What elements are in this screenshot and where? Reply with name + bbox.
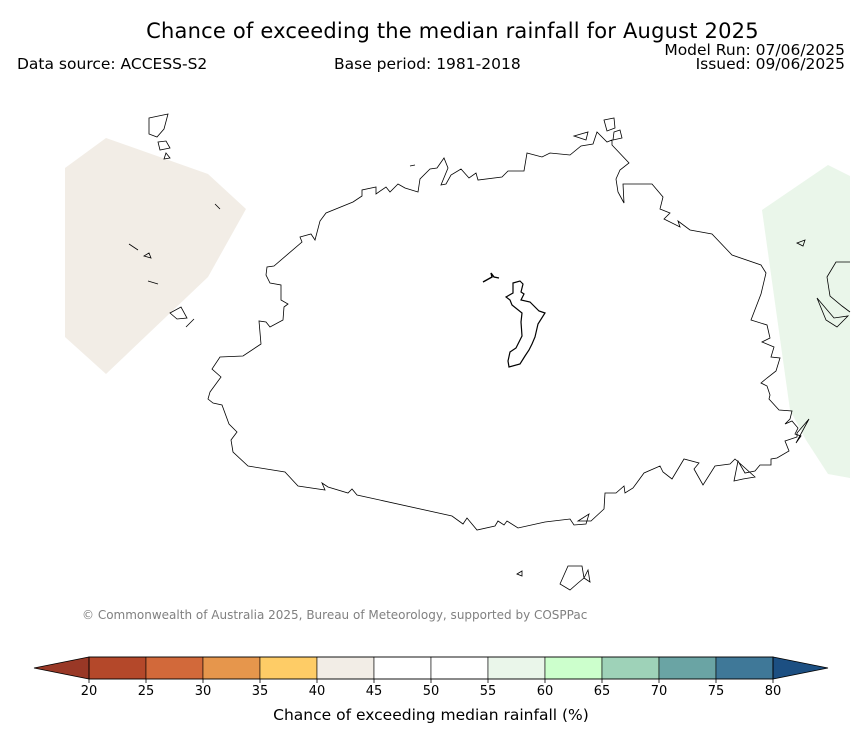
colorbar-bin-70-75 <box>658 656 717 680</box>
colorbar-tick-label: 70 <box>651 684 668 699</box>
eastern-region <box>762 165 850 478</box>
colorbar-tick-label: 65 <box>594 684 611 699</box>
map-title: Chance of exceeding the median rainfall … <box>146 19 759 43</box>
colorbar-tick-label: 35 <box>252 684 269 699</box>
colorbar-tick-label: 25 <box>138 684 155 699</box>
island-e-2 <box>826 261 851 313</box>
colorbar-tick-label: 80 <box>765 684 782 699</box>
colorbar-bin-35-40 <box>259 656 318 680</box>
islet-e-1 <box>796 239 806 247</box>
islet-w-2 <box>143 252 152 259</box>
islet-ne-3 <box>612 129 623 141</box>
island-e-3 <box>816 297 850 328</box>
inland-outline <box>504 280 546 368</box>
colorbar-bin-60-65 <box>544 656 603 680</box>
colorbar: 20 25 30 35 40 45 50 55 60 65 70 75 80 <box>33 656 829 699</box>
copyright-notice: © Commonwealth of Australia 2025, Bureau… <box>82 608 588 622</box>
western-region <box>65 138 246 374</box>
islet-s-1 <box>516 570 523 577</box>
colorbar-bin-25-30 <box>145 656 204 680</box>
model-run-label: Model Run: 07/06/2025 <box>664 41 845 59</box>
colorbar-bin-75-80 <box>715 656 774 680</box>
colorbar-bins <box>88 656 774 680</box>
colorbar-tick-label: 45 <box>366 684 383 699</box>
issued-label: Issued: 09/06/2025 <box>695 55 845 73</box>
colorbar-bin-40-45 <box>316 656 375 680</box>
colorbar-tick-label: 50 <box>423 684 440 699</box>
colorbar-tick-label: 30 <box>195 684 212 699</box>
islet-sw-2 <box>185 318 195 328</box>
island-s-2 <box>559 565 591 591</box>
colorbar-tick-label: 55 <box>480 684 497 699</box>
colorbar-bin-30-35 <box>202 656 261 680</box>
colorbar-bin-65-70 <box>601 656 660 680</box>
colorbar-bin-20-25 <box>88 656 147 680</box>
data-source-label: Data source: ACCESS-S2 <box>17 55 208 73</box>
colorbar-tick-label: 20 <box>81 684 98 699</box>
colorbar-label: Chance of exceeding median rainfall (%) <box>273 706 589 724</box>
colorbar-under-arrow <box>33 656 90 680</box>
islet-ne-1 <box>572 131 589 141</box>
islet-sw-1 <box>169 306 188 320</box>
colorbar-bin-50-55 <box>430 656 489 680</box>
colorbar-tick-label: 60 <box>537 684 554 699</box>
colorbar-bin-55-60 <box>487 656 546 680</box>
islet-w-3 <box>147 280 159 285</box>
colorbar-tick-label: 40 <box>309 684 326 699</box>
colorbar-bin-45-50 <box>373 656 432 680</box>
islet-nw-3 <box>163 152 171 160</box>
inland-mark <box>482 272 500 283</box>
islet-w-4 <box>214 203 221 210</box>
main-island-coastline <box>207 131 810 531</box>
forecast-map <box>65 113 851 591</box>
islet-w-1 <box>128 243 139 251</box>
islet-n-1 <box>409 164 416 167</box>
base-period-label: Base period: 1981-2018 <box>334 55 521 73</box>
islet-ne-2 <box>603 117 616 132</box>
islet-nw-1 <box>148 113 169 138</box>
islet-nw-2 <box>157 140 171 151</box>
colorbar-ticks: 20 25 30 35 40 45 50 55 60 65 70 75 80 <box>81 679 782 699</box>
colorbar-tick-label: 75 <box>708 684 725 699</box>
colorbar-over-arrow <box>772 656 829 680</box>
